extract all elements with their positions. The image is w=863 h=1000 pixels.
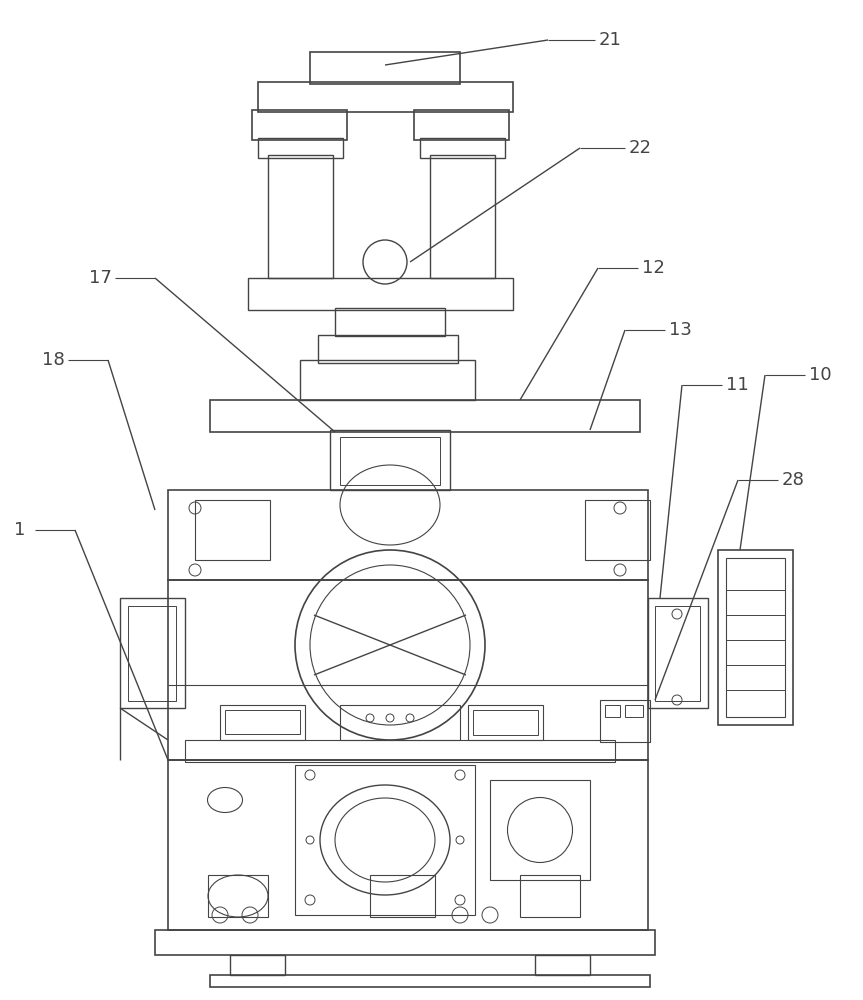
Text: 21: 21 (599, 31, 621, 49)
Bar (120, 598, 185, 708)
Bar (340, 437, 440, 485)
Bar (726, 558, 785, 717)
Bar (168, 580, 648, 760)
Bar (168, 490, 648, 580)
Bar (718, 550, 793, 725)
Bar (258, 138, 343, 158)
Bar (248, 278, 513, 310)
Bar (414, 110, 509, 140)
Bar (473, 710, 538, 735)
Bar (340, 705, 460, 740)
Bar (585, 500, 650, 560)
Bar (335, 308, 445, 336)
Bar (268, 155, 333, 278)
Bar (128, 606, 176, 701)
Bar (370, 875, 435, 917)
Bar (420, 138, 505, 158)
Text: 28: 28 (782, 471, 804, 489)
Text: 18: 18 (41, 351, 65, 369)
Bar (600, 700, 650, 742)
Text: 1: 1 (15, 521, 26, 539)
Bar (295, 765, 475, 915)
Bar (318, 335, 458, 363)
Bar (625, 705, 643, 717)
Bar (300, 360, 475, 400)
Text: 10: 10 (809, 366, 831, 384)
Text: 12: 12 (641, 259, 665, 277)
Bar (210, 975, 650, 987)
Bar (605, 705, 620, 717)
Bar (155, 930, 655, 955)
Bar (208, 875, 268, 917)
Bar (655, 606, 700, 701)
Bar (535, 955, 590, 975)
Text: 22: 22 (628, 139, 652, 157)
Bar (225, 710, 300, 734)
Bar (220, 705, 305, 740)
Bar (258, 82, 513, 112)
Bar (310, 52, 460, 84)
Bar (185, 740, 615, 762)
Bar (168, 760, 648, 930)
Bar (210, 400, 640, 432)
Text: 11: 11 (726, 376, 748, 394)
Text: 13: 13 (669, 321, 691, 339)
Bar (468, 705, 543, 740)
Bar (330, 430, 450, 490)
Bar (252, 110, 347, 140)
Bar (230, 955, 285, 975)
Bar (195, 500, 270, 560)
Bar (520, 875, 580, 917)
Bar (430, 155, 495, 278)
Text: 17: 17 (89, 269, 111, 287)
Bar (490, 780, 590, 880)
Bar (648, 598, 708, 708)
